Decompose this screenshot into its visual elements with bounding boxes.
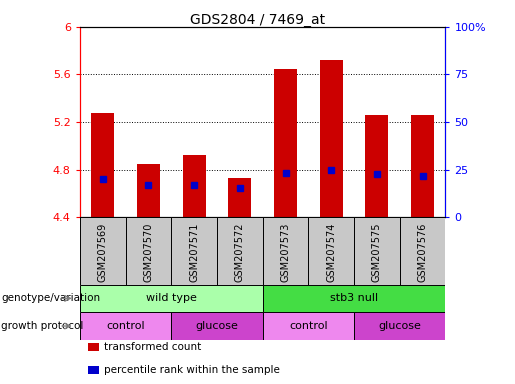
Bar [263, 217, 308, 285]
Text: GSM207572: GSM207572 [235, 223, 245, 282]
Text: GSM207574: GSM207574 [326, 223, 336, 282]
Bar [91, 113, 114, 217]
Bar [217, 217, 263, 285]
Bar [88, 343, 99, 351]
Text: GSM207575: GSM207575 [372, 223, 382, 282]
Bar [171, 217, 217, 285]
Text: percentile rank within the sample: percentile rank within the sample [104, 365, 280, 375]
Text: wild type: wild type [146, 293, 197, 303]
Text: stb3 null: stb3 null [330, 293, 378, 303]
Text: control: control [289, 321, 328, 331]
Text: transformed count: transformed count [104, 342, 201, 352]
Bar [183, 156, 205, 217]
Text: glucose: glucose [196, 321, 238, 331]
Bar [171, 312, 263, 340]
Bar [80, 217, 126, 285]
Text: growth protocol: growth protocol [1, 321, 83, 331]
Bar [80, 312, 171, 340]
Text: GSM207570: GSM207570 [143, 223, 153, 282]
Bar [320, 60, 342, 217]
Text: GSM207576: GSM207576 [418, 223, 427, 282]
Bar [263, 285, 445, 312]
Text: control: control [106, 321, 145, 331]
Text: glucose: glucose [379, 321, 421, 331]
Bar [137, 164, 160, 217]
Bar [354, 312, 445, 340]
Text: GSM207569: GSM207569 [98, 223, 108, 282]
Bar [308, 217, 354, 285]
Bar [366, 115, 388, 217]
Bar [354, 217, 400, 285]
Text: genotype/variation: genotype/variation [1, 293, 100, 303]
Bar [400, 217, 445, 285]
Text: GSM207573: GSM207573 [281, 223, 290, 282]
Bar [228, 178, 251, 217]
Bar [88, 366, 99, 374]
Bar [411, 115, 434, 217]
Text: GSM207571: GSM207571 [189, 223, 199, 282]
Bar [274, 68, 297, 217]
Bar [263, 312, 354, 340]
Bar [126, 217, 171, 285]
Bar [80, 285, 263, 312]
Text: GDS2804 / 7469_at: GDS2804 / 7469_at [190, 13, 325, 27]
